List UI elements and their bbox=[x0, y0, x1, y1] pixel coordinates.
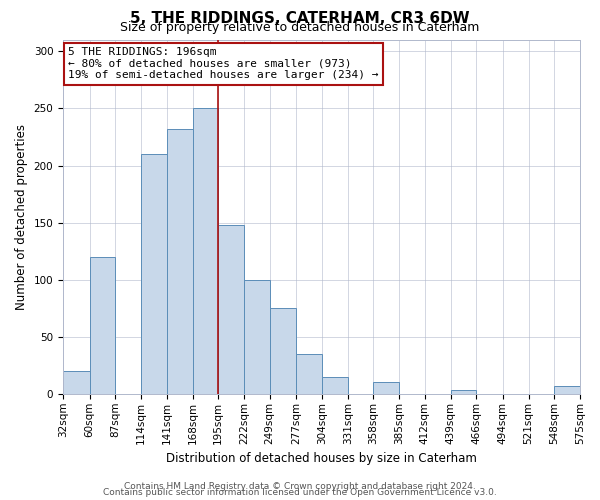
Bar bbox=[322, 377, 347, 394]
Bar bbox=[244, 280, 269, 394]
Text: Contains HM Land Registry data © Crown copyright and database right 2024.: Contains HM Land Registry data © Crown c… bbox=[124, 482, 476, 491]
Bar bbox=[269, 308, 296, 394]
Bar bbox=[218, 225, 244, 394]
Text: Contains public sector information licensed under the Open Government Licence v3: Contains public sector information licen… bbox=[103, 488, 497, 497]
Bar bbox=[89, 257, 115, 394]
Bar bbox=[167, 129, 193, 394]
Text: Size of property relative to detached houses in Caterham: Size of property relative to detached ho… bbox=[121, 22, 479, 35]
Bar bbox=[451, 390, 476, 394]
X-axis label: Distribution of detached houses by size in Caterham: Distribution of detached houses by size … bbox=[166, 452, 477, 465]
Bar bbox=[63, 371, 89, 394]
Bar bbox=[373, 382, 399, 394]
Bar bbox=[193, 108, 218, 394]
Text: 5 THE RIDDINGS: 196sqm
← 80% of detached houses are smaller (973)
19% of semi-de: 5 THE RIDDINGS: 196sqm ← 80% of detached… bbox=[68, 47, 379, 80]
Bar bbox=[296, 354, 322, 394]
Bar bbox=[141, 154, 167, 394]
Y-axis label: Number of detached properties: Number of detached properties bbox=[15, 124, 28, 310]
Text: 5, THE RIDDINGS, CATERHAM, CR3 6DW: 5, THE RIDDINGS, CATERHAM, CR3 6DW bbox=[130, 11, 470, 26]
Bar bbox=[554, 386, 580, 394]
